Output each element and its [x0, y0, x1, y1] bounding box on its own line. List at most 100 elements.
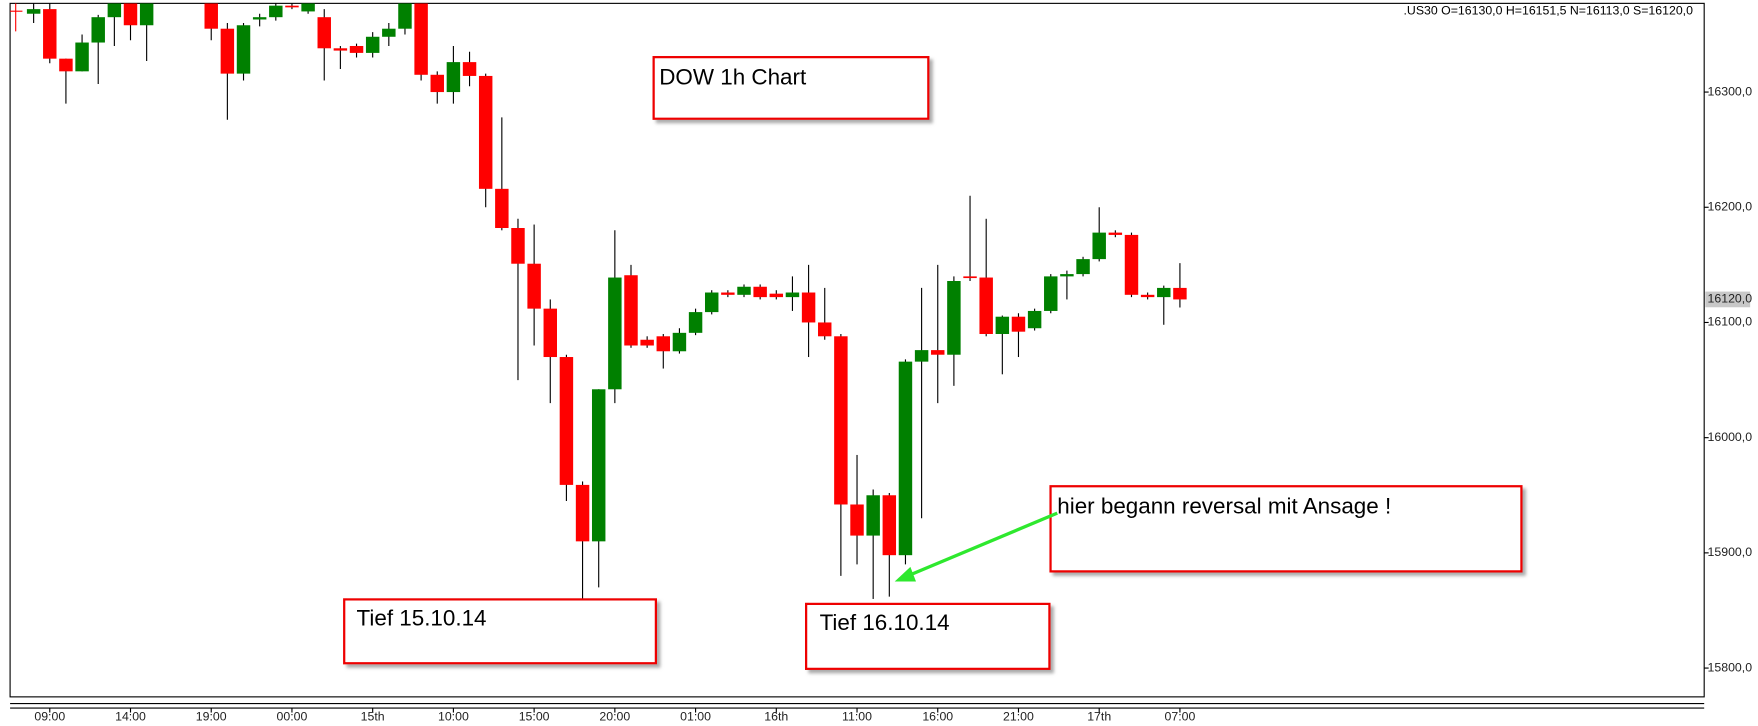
- candles: [26, 3, 1187, 599]
- candle-body: [285, 5, 299, 8]
- candle-body: [914, 350, 929, 362]
- candle-body: [220, 28, 235, 74]
- arrow: [894, 511, 1058, 582]
- y-tick-label: 16200,0: [1708, 200, 1753, 214]
- last-price-bg: [1705, 291, 1751, 308]
- x-tick-label: 17th: [1087, 709, 1111, 723]
- x-tick-label: 16th: [764, 709, 788, 723]
- x-tick-label: 00:00: [277, 709, 308, 723]
- y-tick-label: 16100,0: [1708, 315, 1753, 329]
- candle-body: [947, 280, 961, 355]
- candle-body: [123, 3, 138, 26]
- x-tick-label: 09:00: [34, 709, 65, 723]
- candle-body: [995, 316, 1010, 334]
- candle-body: [591, 389, 606, 542]
- candle-body: [414, 3, 428, 75]
- x-tick-label: 14:00: [115, 709, 146, 723]
- candle-body: [1092, 232, 1106, 260]
- y-tick-label: 16300,0: [1708, 84, 1753, 98]
- candle-body: [963, 276, 977, 279]
- candle-body: [834, 336, 848, 505]
- x-tick-label: 11:00: [842, 709, 872, 723]
- x-tick-label: 10:00: [438, 709, 469, 723]
- x-tick-label: 15th: [361, 709, 385, 723]
- candle-body: [446, 62, 461, 93]
- candle-body: [349, 45, 364, 53]
- candle-body: [1076, 259, 1090, 275]
- annotation: Tief 15.10.14: [357, 605, 487, 630]
- candle-body: [398, 3, 412, 29]
- candle-body: [737, 286, 751, 295]
- x-tick-label: 19:00: [196, 709, 227, 723]
- candle-body: [898, 361, 913, 556]
- candle-body: [317, 17, 331, 49]
- x-tick-label: 16:00: [922, 709, 953, 723]
- x-tick-label: 21:00: [1003, 709, 1034, 723]
- candle-body: [236, 25, 251, 74]
- candle-body: [1060, 274, 1074, 277]
- chart-title: DOW 1h Chart: [659, 64, 807, 89]
- candle-body: [979, 277, 993, 334]
- candle-body: [801, 292, 816, 323]
- candle-body: [559, 357, 574, 485]
- candle-body: [1173, 287, 1187, 300]
- candle-body: [1027, 310, 1042, 329]
- candle-body: [672, 332, 687, 352]
- candle-body: [478, 75, 493, 189]
- candle-body: [511, 228, 525, 264]
- candle-body: [139, 3, 154, 26]
- candle-body: [252, 17, 267, 20]
- candle-body: [866, 495, 880, 536]
- candle-body: [931, 350, 945, 355]
- candle-body: [91, 17, 105, 43]
- candle-body: [882, 495, 897, 556]
- candle-body: [204, 3, 218, 29]
- candle-body: [43, 9, 57, 59]
- candle-body: [818, 322, 832, 337]
- candle-body: [608, 277, 622, 390]
- x-tick-label: 07:00: [1165, 709, 1196, 723]
- candle-body: [301, 3, 315, 12]
- header: .US30 O=16130,0 H=16151,5 N=16113,0 S=16…: [1404, 3, 1694, 17]
- candle-body: [462, 62, 477, 76]
- candle-body: [1140, 294, 1155, 298]
- candle-body: [382, 28, 396, 37]
- candle-body: [1044, 276, 1058, 311]
- annotation: Tief 16.10.14: [820, 610, 950, 635]
- candle-body: [26, 9, 41, 14]
- candle-body: [333, 48, 348, 51]
- candle-body: [269, 5, 283, 18]
- y-tick-label: 16000,0: [1708, 430, 1753, 444]
- candle-body: [656, 336, 671, 352]
- candle-body: [1011, 316, 1026, 332]
- candle-body: [785, 292, 800, 298]
- candle-body: [624, 275, 638, 346]
- candle-body: [704, 292, 719, 313]
- candle-body: [1124, 234, 1139, 295]
- candle-body: [107, 3, 122, 18]
- last-price-label: 16120,0: [1708, 292, 1753, 306]
- candle-body: [365, 36, 380, 53]
- x-tick-label: 15:00: [519, 709, 550, 723]
- annotation: hier begann reversal mit Ansage !: [1057, 493, 1391, 518]
- candle-body: [430, 74, 444, 93]
- candle-body: [640, 339, 654, 346]
- candle-body: [721, 292, 735, 295]
- annotation-boxes: [343, 56, 1523, 670]
- candle-body: [1157, 287, 1171, 298]
- candle-body: [495, 188, 509, 229]
- candle-body: [59, 58, 73, 72]
- x-tick-label: 01:00: [680, 709, 711, 723]
- candle-body: [769, 293, 784, 298]
- candle-body: [753, 286, 767, 298]
- crosshair: [10, 3, 23, 32]
- y-tick-label: 15800,0: [1708, 660, 1753, 674]
- candle-body: [575, 484, 590, 542]
- x-tick-label: 20:00: [599, 709, 630, 723]
- y-tick-label: 15900,0: [1708, 545, 1753, 559]
- candle-body: [688, 312, 703, 333]
- candle-body: [527, 263, 541, 309]
- candle-body: [543, 308, 557, 358]
- candle-body: [850, 504, 864, 536]
